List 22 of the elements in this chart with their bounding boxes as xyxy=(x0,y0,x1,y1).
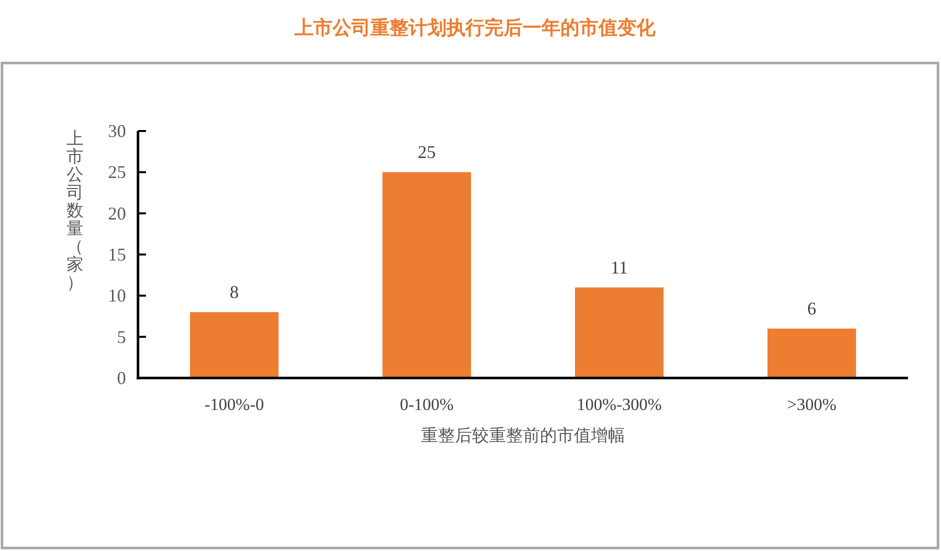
x-tick-label: >300% xyxy=(787,395,836,414)
bar xyxy=(574,287,664,378)
bar xyxy=(382,172,472,378)
y-tick-label: 20 xyxy=(108,203,126,224)
y-axis-title: 上市公司数量（家） xyxy=(66,129,84,292)
chart-title: 上市公司重整计划执行完后一年的市值变化 xyxy=(294,17,656,39)
x-tick-label: -100%-0 xyxy=(204,395,264,414)
data-label: 6 xyxy=(807,298,816,319)
bar xyxy=(767,328,856,378)
y-tick-label: 5 xyxy=(117,326,126,347)
data-label: 25 xyxy=(418,142,436,162)
y-tick-label: 10 xyxy=(108,286,126,306)
y-tick-label: 15 xyxy=(108,244,126,264)
x-axis-title: 重整后较重整前的市值增幅 xyxy=(421,426,625,445)
y-tick-label: 30 xyxy=(108,121,126,141)
data-label: 11 xyxy=(610,257,628,278)
bar xyxy=(190,312,279,378)
y-tick-label: 25 xyxy=(108,162,126,182)
data-label: 8 xyxy=(230,282,239,302)
x-tick-label: 0-100% xyxy=(400,395,454,414)
x-tick-label: 100%-300% xyxy=(576,395,662,414)
y-tick-label: 0 xyxy=(117,368,126,388)
